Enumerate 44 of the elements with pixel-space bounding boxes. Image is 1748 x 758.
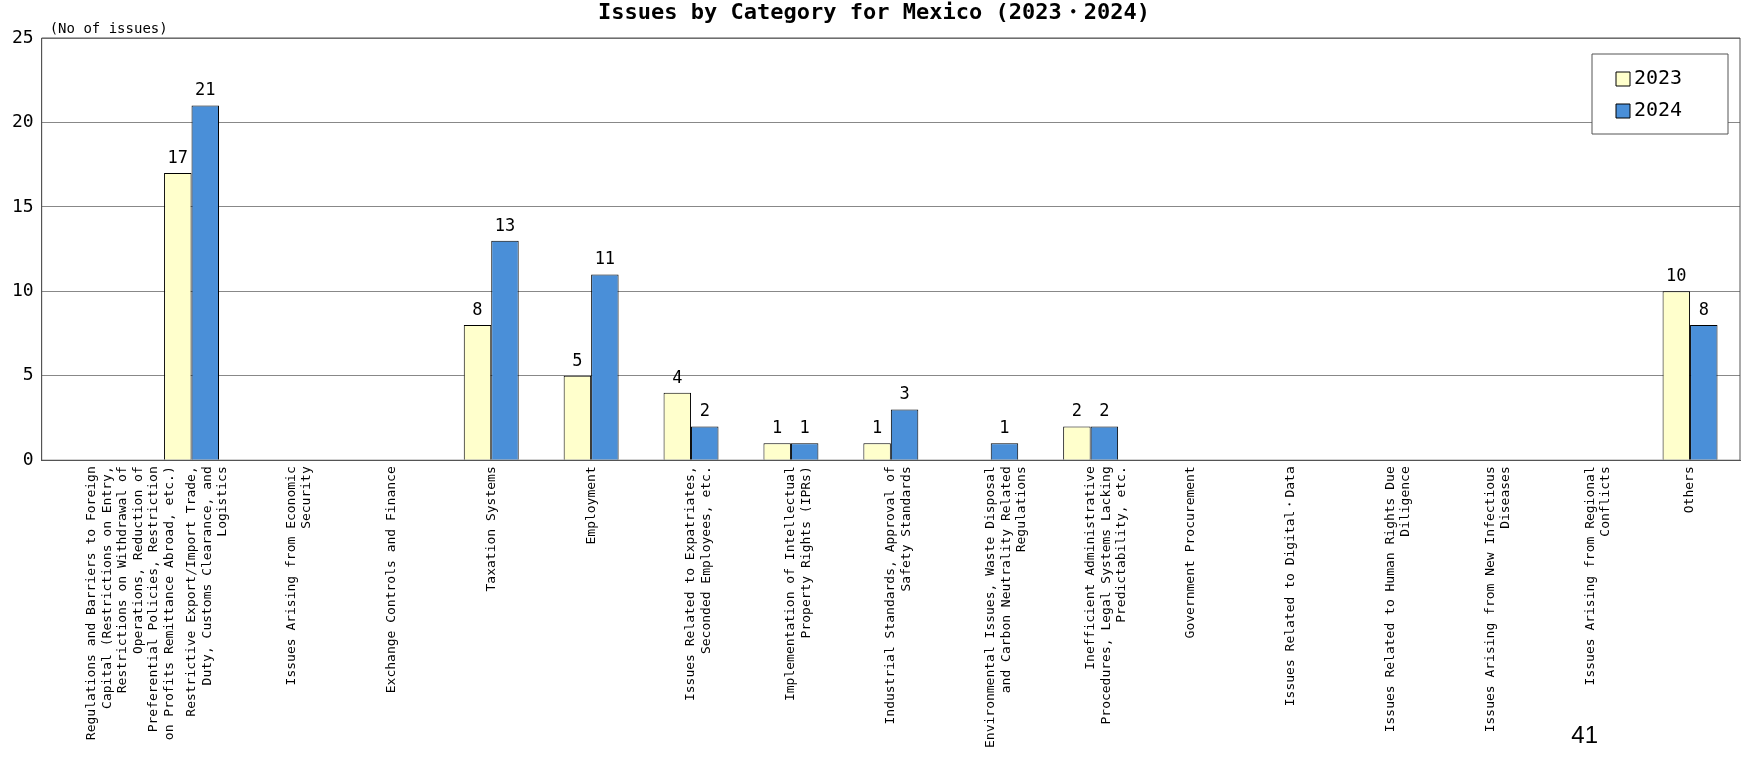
- data-label: 1: [999, 417, 1010, 438]
- data-label: 21: [195, 79, 216, 100]
- data-label: 1: [871, 417, 883, 438]
- x-tick-label: Issues Related to Expatriates, Seconded Employees, etc.: [682, 466, 714, 702]
- x-tick-label: Issues Arising from New Infectious Diseases: [1481, 466, 1513, 733]
- data-label: 10: [1666, 265, 1687, 286]
- x-tick-label: Employment: [582, 466, 598, 545]
- data-label: 5: [572, 349, 583, 370]
- data-label: 4: [672, 366, 683, 387]
- x-tick-label: Regulations and Barriers to Foreign Capital (Restrictions on Entry, Restrictions on Withdrawal of Operations, Reduction of Preferential Policies, Restriction on Profits Remittance Abroad, etc.): [83, 466, 176, 741]
- data-label: 8: [472, 299, 483, 320]
- chart-title: Issues by Category for Mexico (2023・2024): [598, 0, 1150, 24]
- data-label: 17: [167, 147, 189, 168]
- x-tick-label: Others: [1681, 466, 1697, 514]
- legend-label: 2024: [1634, 97, 1683, 122]
- x-tick-label: Issues Arising from Economic Security: [282, 466, 314, 686]
- data-label: 2: [699, 400, 710, 421]
- x-tick-label: Environmental Issues, Waste Disposal and Carbon Neutrality Related Regulations: [982, 466, 1029, 749]
- x-tick-label: Exchange Controls and Finance: [382, 466, 398, 694]
- x-tick-label: Implementation of Intellectual Property Rights (IPRs): [782, 466, 813, 702]
- y-tick-label: 25: [11, 25, 34, 47]
- legend-label: 2023: [1634, 65, 1683, 90]
- data-label: 13: [494, 214, 516, 235]
- data-label: 2: [1071, 400, 1083, 421]
- x-tick-label: Government Procurement: [1181, 466, 1197, 639]
- text: 41: [1571, 720, 1598, 748]
- x-tick-label: Issues Arising from Regional Conflicts: [1581, 466, 1613, 686]
- x-tick-label: Issues Related to Human Rights Due Diligence: [1381, 466, 1413, 733]
- x-tick-label: Inefficient Administrative Procedures, Legal Systems Lacking Predictability, etc.: [1082, 466, 1129, 725]
- x-tick-label: Issues Related to Digital・Data: [1281, 466, 1297, 707]
- y-tick-label: 10: [11, 279, 34, 301]
- data-label: 11: [594, 248, 616, 269]
- x-tick-label: Industrial Standards, Approval of Safety Standards: [882, 466, 913, 725]
- data-label: 2: [1099, 400, 1110, 421]
- y-axis-title: (No of issues): [49, 19, 168, 36]
- data-label: 8: [1698, 299, 1709, 320]
- data-label: 1: [799, 417, 810, 438]
- y-tick-label: 15: [11, 194, 34, 216]
- data-label: 3: [899, 383, 910, 404]
- y-tick-label: 0: [22, 447, 34, 469]
- y-tick-label: 5: [22, 363, 34, 385]
- x-tick-label: Taxation Systems: [482, 466, 498, 592]
- y-tick-label: 20: [11, 110, 34, 132]
- data-label: 1: [772, 417, 783, 438]
